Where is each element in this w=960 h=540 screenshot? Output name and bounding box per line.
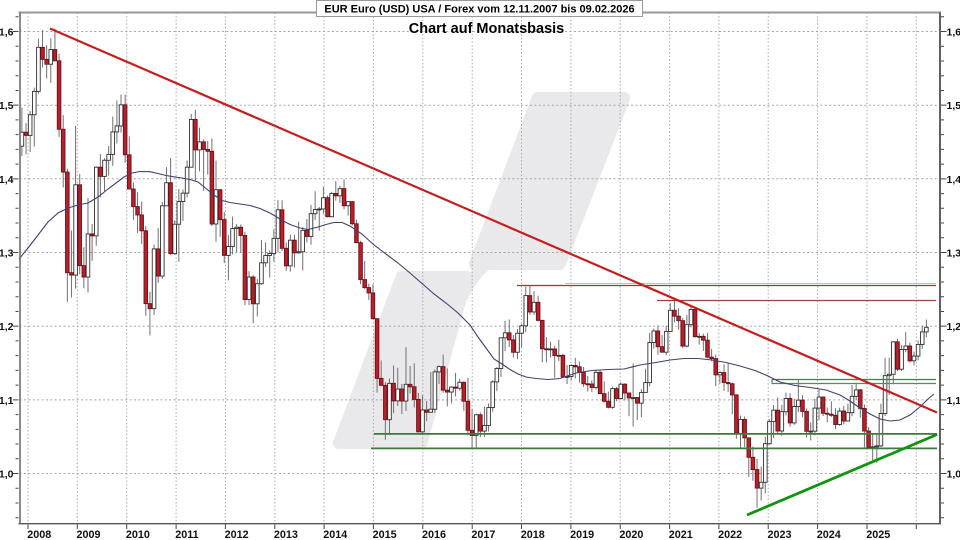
- svg-text:2008: 2008: [27, 529, 51, 540]
- svg-text:1,0: 1,0: [947, 469, 960, 481]
- svg-text:1,4: 1,4: [947, 174, 960, 186]
- svg-text:2025: 2025: [866, 529, 890, 540]
- svg-text:1,3: 1,3: [947, 248, 960, 260]
- svg-text:2012: 2012: [225, 529, 249, 540]
- svg-text:1,5: 1,5: [0, 100, 14, 112]
- svg-text:2016: 2016: [422, 529, 446, 540]
- svg-text:2019: 2019: [570, 529, 594, 540]
- svg-text:2015: 2015: [373, 529, 397, 540]
- svg-text:1,1: 1,1: [0, 395, 14, 407]
- svg-text:2018: 2018: [521, 529, 545, 540]
- svg-text:2022: 2022: [718, 529, 742, 540]
- svg-text:2017: 2017: [471, 529, 495, 540]
- svg-text:2024: 2024: [817, 529, 841, 540]
- svg-text:1,6: 1,6: [0, 27, 14, 39]
- svg-text:1,6: 1,6: [947, 27, 960, 39]
- svg-text:Chart auf Monatsbasis: Chart auf Monatsbasis: [409, 21, 565, 37]
- svg-text:1,2: 1,2: [947, 321, 960, 333]
- svg-text:2023: 2023: [768, 529, 792, 540]
- svg-text:2010: 2010: [126, 529, 150, 540]
- svg-text:1,0: 1,0: [0, 469, 14, 481]
- svg-text:2009: 2009: [77, 529, 101, 540]
- svg-text:1,4: 1,4: [0, 174, 14, 186]
- svg-text:1,2: 1,2: [0, 321, 14, 333]
- svg-text:2021: 2021: [669, 529, 693, 540]
- svg-text:2020: 2020: [619, 529, 643, 540]
- svg-text:2014: 2014: [323, 529, 347, 540]
- svg-text:2013: 2013: [274, 529, 298, 540]
- svg-text:1,1: 1,1: [947, 395, 960, 407]
- svg-text:2011: 2011: [175, 529, 198, 540]
- svg-text:1,5: 1,5: [947, 100, 960, 112]
- svg-text:1,3: 1,3: [0, 248, 14, 260]
- svg-text:EUR Euro (USD) USA / Forex vom: EUR Euro (USD) USA / Forex vom 12.11.200…: [324, 4, 634, 16]
